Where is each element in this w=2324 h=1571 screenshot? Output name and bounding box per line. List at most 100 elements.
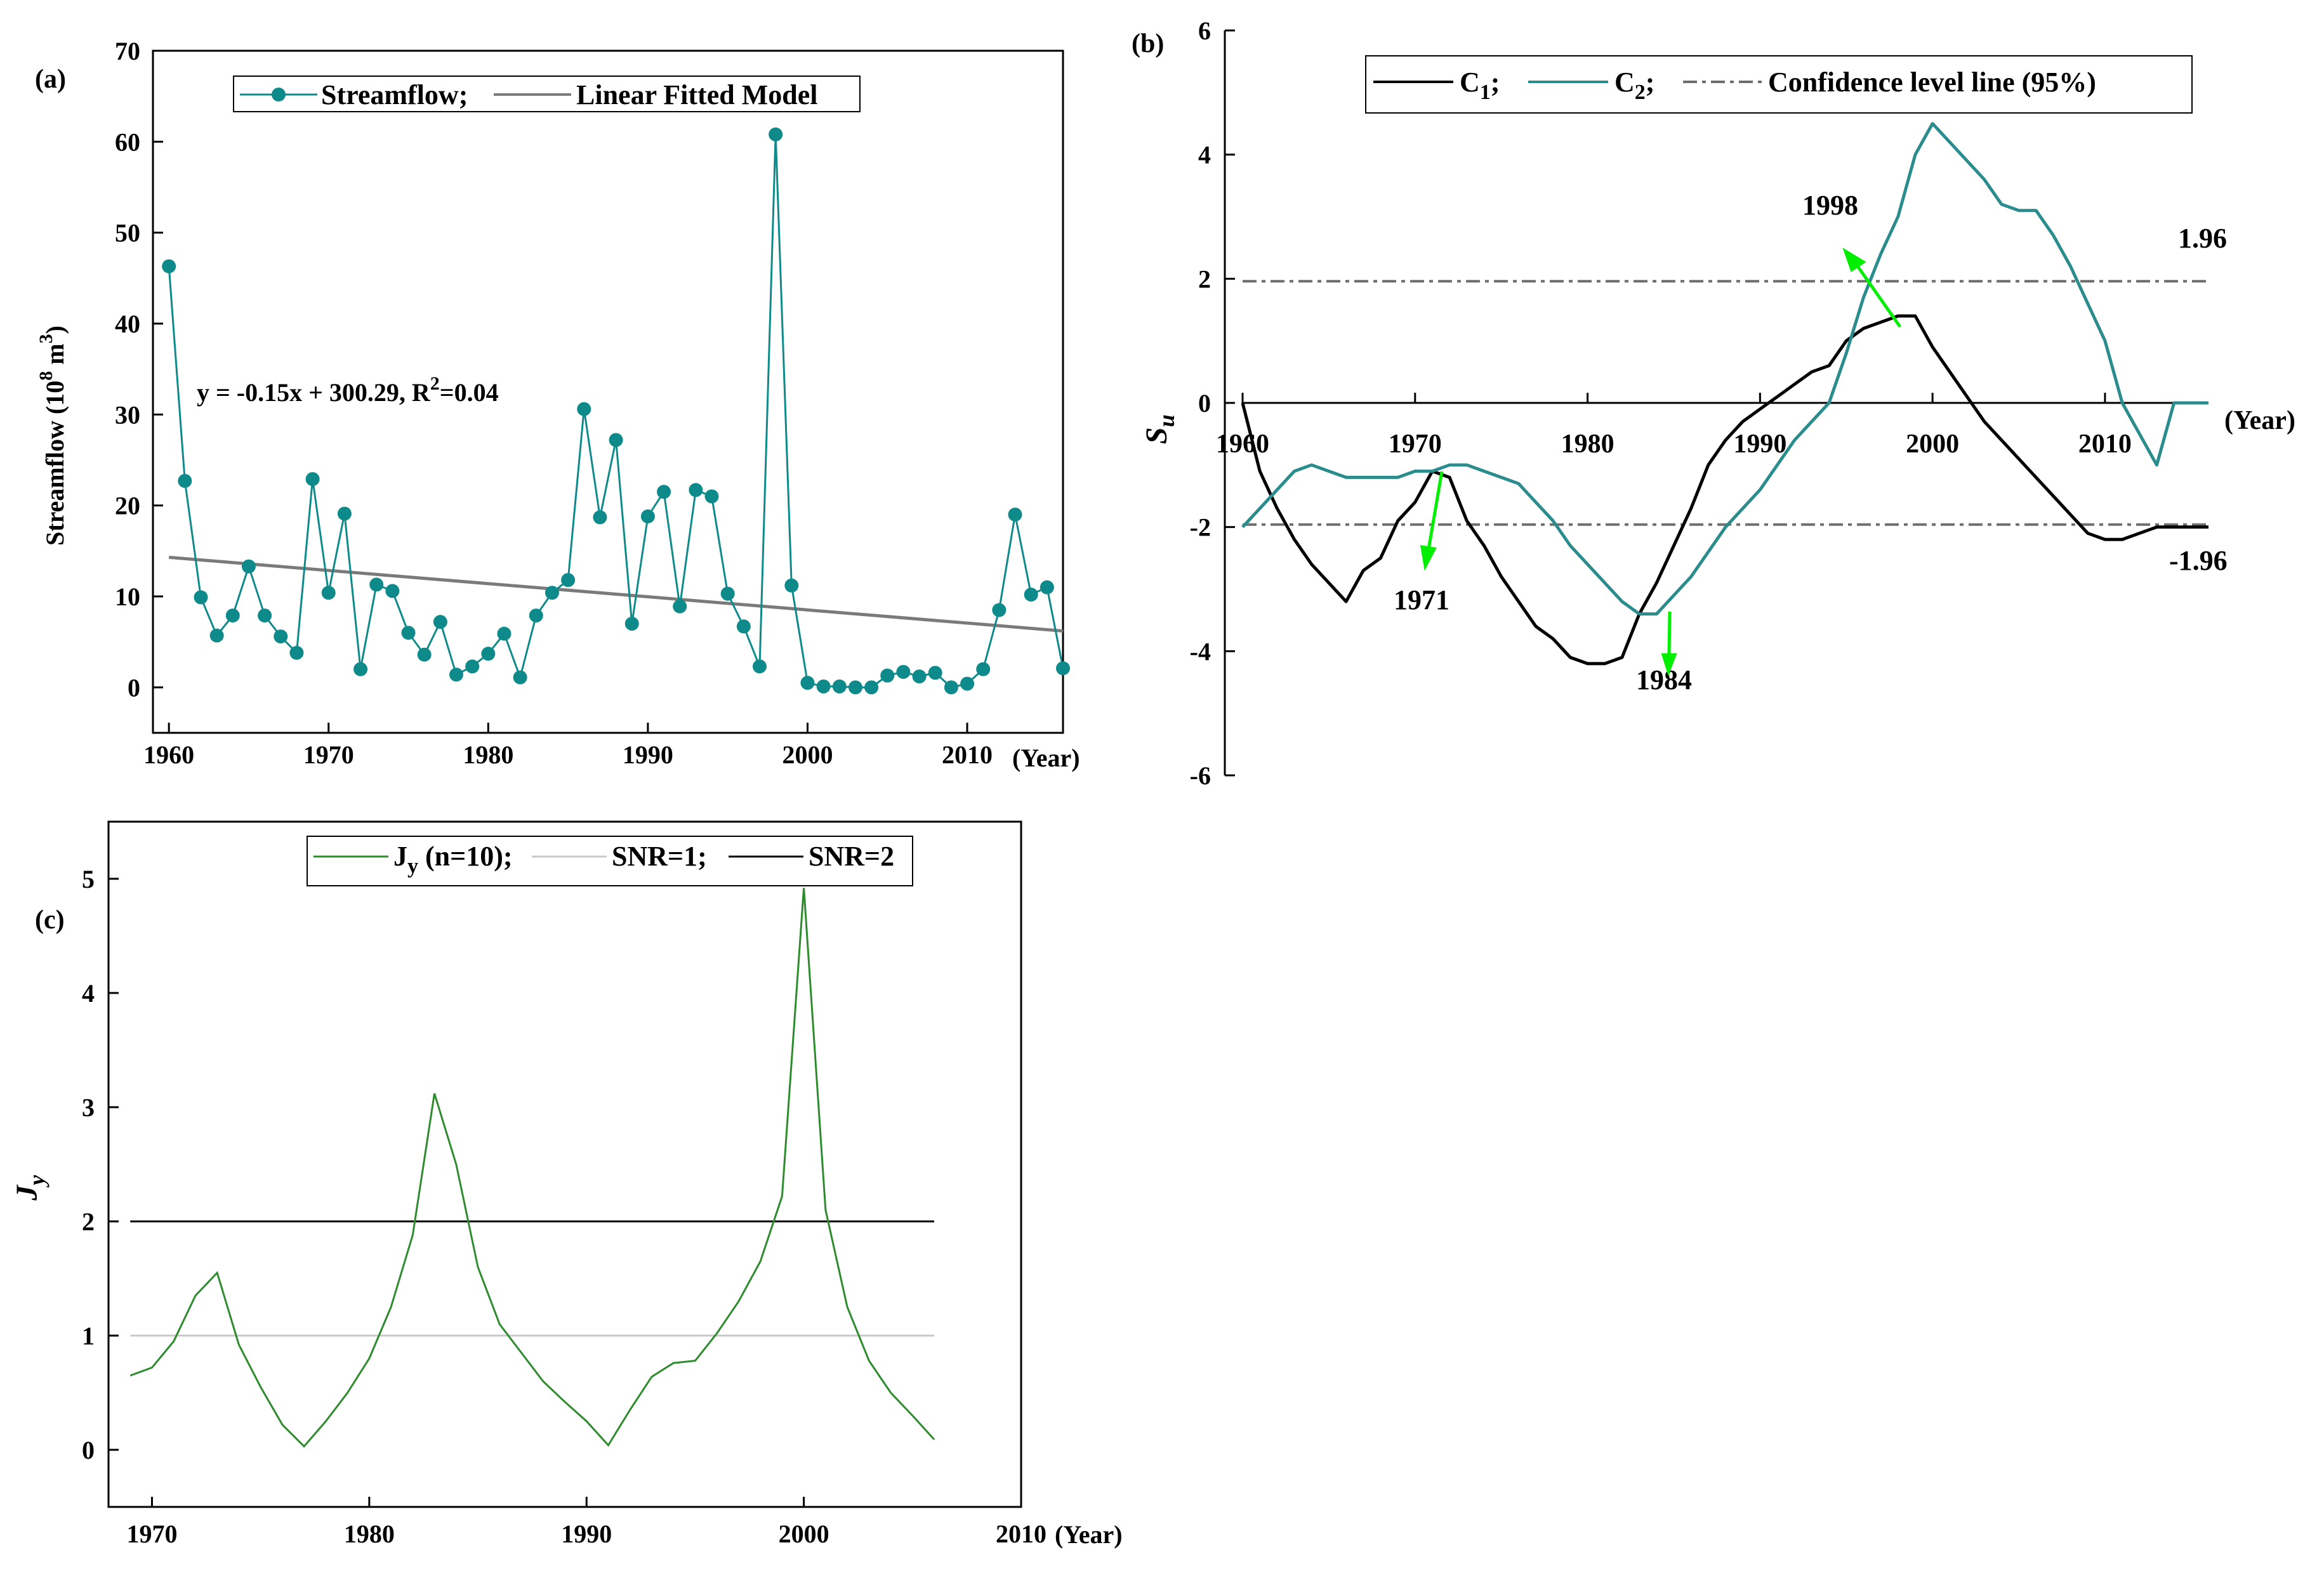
panel-b-x-axis-label: (Year) [2224,406,2295,435]
panel-a-streamflow-point [832,679,847,693]
panel-a-streamflow-point [513,670,527,685]
panel-a-x-tick-label: 1960 [143,740,194,769]
panel-a-streamflow-point [944,680,958,695]
panel-c-y-tick-label: 2 [82,1207,95,1236]
panel-b-annotations: 1998 1971 1984 1.96 -1.96 [1394,190,2228,695]
panel-a-y-tick-label: 70 [115,37,140,65]
panel-c-x-tick-label: 2010 [996,1520,1046,1548]
panel-b-legend-c2-label: C2; [1614,67,1654,104]
panel-a-x-axis-label: (Year) [1012,744,1080,772]
panel-b-y-tick-label: -6 [1190,761,1211,790]
panel-a-streamflow-point [912,669,927,684]
panel-a-y-tick-label: 20 [115,492,140,520]
panel-b-axes: -6 -4 -2 0 2 4 6 1960 1970 1980 1990 2000 2010 [1190,16,2208,790]
panel-a-streamflow-point [497,626,512,641]
panel-b-x-tick-label: 1980 [1561,430,1614,459]
panel-b-y-axis-label: Su [1140,414,1179,444]
panel-a-x-tick-label: 1970 [303,740,354,769]
panel-a-streamflow-point [736,619,751,634]
panel-a-streamflow-point [1040,580,1054,595]
panel-a-streamflow-point [353,662,368,676]
panel-a-y-tick-label: 60 [115,128,140,156]
panel-a-streamflow-point [689,483,703,497]
panel-a-streamflow-point [1056,661,1070,676]
panel-b-x-tick-label: 1990 [1733,430,1786,459]
panel-a-x-tick-label: 2010 [942,740,993,769]
panel-a-streamflow-point [960,676,975,691]
panel-b-c1-line [1241,314,2208,666]
panel-a-streamflow-point [449,667,463,682]
panel-b-y-tick-label: 6 [1198,16,1211,45]
panel-a-marks [162,127,1070,695]
panel-b-annotation-1971: 1971 [1394,584,1449,615]
panel-b-x-tick-label: 1960 [1216,430,1269,459]
panel-a-axes: 1960 1970 1980 1990 2000 2010 0 10 20 30 40 50 60 70 [115,37,993,769]
panel-b-annotation-upper-conf: 1.96 [2178,223,2227,254]
panel-a-streamflow-point [1024,588,1038,602]
panel-a-y-axis-label: Streamflow (108 m3) [36,325,69,546]
panel-a-streamflow-point [289,645,304,660]
panel-b-annotation-lower-conf: -1.96 [2169,545,2228,576]
panel-b-arrowhead-1984 [1661,653,1677,676]
panel-a-streamflow-point [385,584,400,598]
panel-a-streamflow-point [577,402,591,416]
panel-a-streamflow-point [657,485,671,499]
panel-b-arrowhead-1971 [1420,544,1437,571]
panel-a-y-tick-label: 30 [115,400,140,429]
panel-a-streamflow-point [976,662,991,676]
panel-b-marks [1241,122,2208,666]
panel-a-streamflow-point [241,559,256,574]
panel-a-streamflow-point [162,259,176,273]
panel-a-streamflow-point [321,586,336,600]
panel-a-linear-fit-line [168,555,1064,633]
panel-a-streamflow-point [720,586,735,601]
panel-b-label: (b) [1132,29,1164,58]
panel-b-legend-conf-label: Confidence level line (95%) [1768,67,2096,98]
panel-a-regression-equation: y = -0.15x + 300.29, R2=0.04 [197,373,499,407]
panel-a-legend-streamflow-marker [272,88,286,102]
panel-a-x-tick-label: 2000 [782,740,833,769]
panel-c-x-tick-label: 1970 [126,1520,177,1548]
panel-a-plot-frame [152,49,1064,734]
panel-a-legend-streamflow-label: Streamflow; [321,79,468,110]
panel-c-y-axis-label: Jy [10,1174,50,1201]
panel-a-streamflow-point [848,680,862,695]
panel-a-streamflow-point [769,127,783,141]
panel-b-legend: C1; C2; Confidence level line (95%) [1365,55,2193,114]
panel-a: (a) 1960 1970 1980 1990 2000 2010 0 10 20 30 40 50 6… [35,37,1080,772]
panel-c-plot-frame [107,820,1022,1508]
panel-b-arrowhead-1998 [1842,247,1866,272]
panel-a-streamflow-point [369,577,384,592]
panel-b-c2-line [1241,122,2208,616]
panel-a-streamflow-point [561,573,576,588]
panel-a-label: (a) [35,65,66,94]
panel-a-streamflow-point [784,578,799,593]
panel-a-x-tick-label: 1980 [463,740,513,769]
panel-c-x-axis-label: (Year) [1055,1520,1123,1549]
panel-a-streamflow-point [928,666,942,680]
panel-c-label: (c) [35,905,65,935]
panel-a-streamflow-point [593,510,607,525]
panel-a-legend: Streamflow; Linear Fitted Model [233,76,861,112]
panel-a-streamflow-point [704,489,719,504]
panel-a-streamflow-point [465,659,480,674]
panel-b-annotation-1998: 1998 [1802,190,1858,221]
panel-b-legend-box [1365,55,2193,114]
panel-b-arrow-1971 [1427,471,1444,550]
panel-b-x-tick-label: 2000 [1906,430,1959,459]
panel-b: (b) -6 -4 -2 0 2 4 6 1960 1970 1980 1990 2000 2010 (… [1132,16,2295,790]
panel-a-streamflow-line [168,134,1064,688]
panel-a-streamflow-point [896,664,911,679]
panel-b-x-tick-label: 1970 [1389,430,1442,459]
panel-c-x-tick-label: 2000 [779,1520,829,1548]
panel-c: (c) 1970 1980 1990 2000 2010 0 1 2 3 4 5 (Year) Jy… [10,820,1123,1549]
panel-b-arrow-1984 [1667,611,1672,657]
panel-a-streamflow-point [417,647,432,662]
panel-a-streamflow-point [401,626,416,640]
panel-a-streamflow-point [529,608,543,623]
panel-a-streamflow-point [337,506,352,521]
panel-a-streamflow-point [816,679,831,693]
panel-a-y-tick-label: 50 [115,219,140,247]
panel-c-jy-line [129,888,935,1448]
panel-b-y-tick-label: 0 [1198,389,1211,417]
